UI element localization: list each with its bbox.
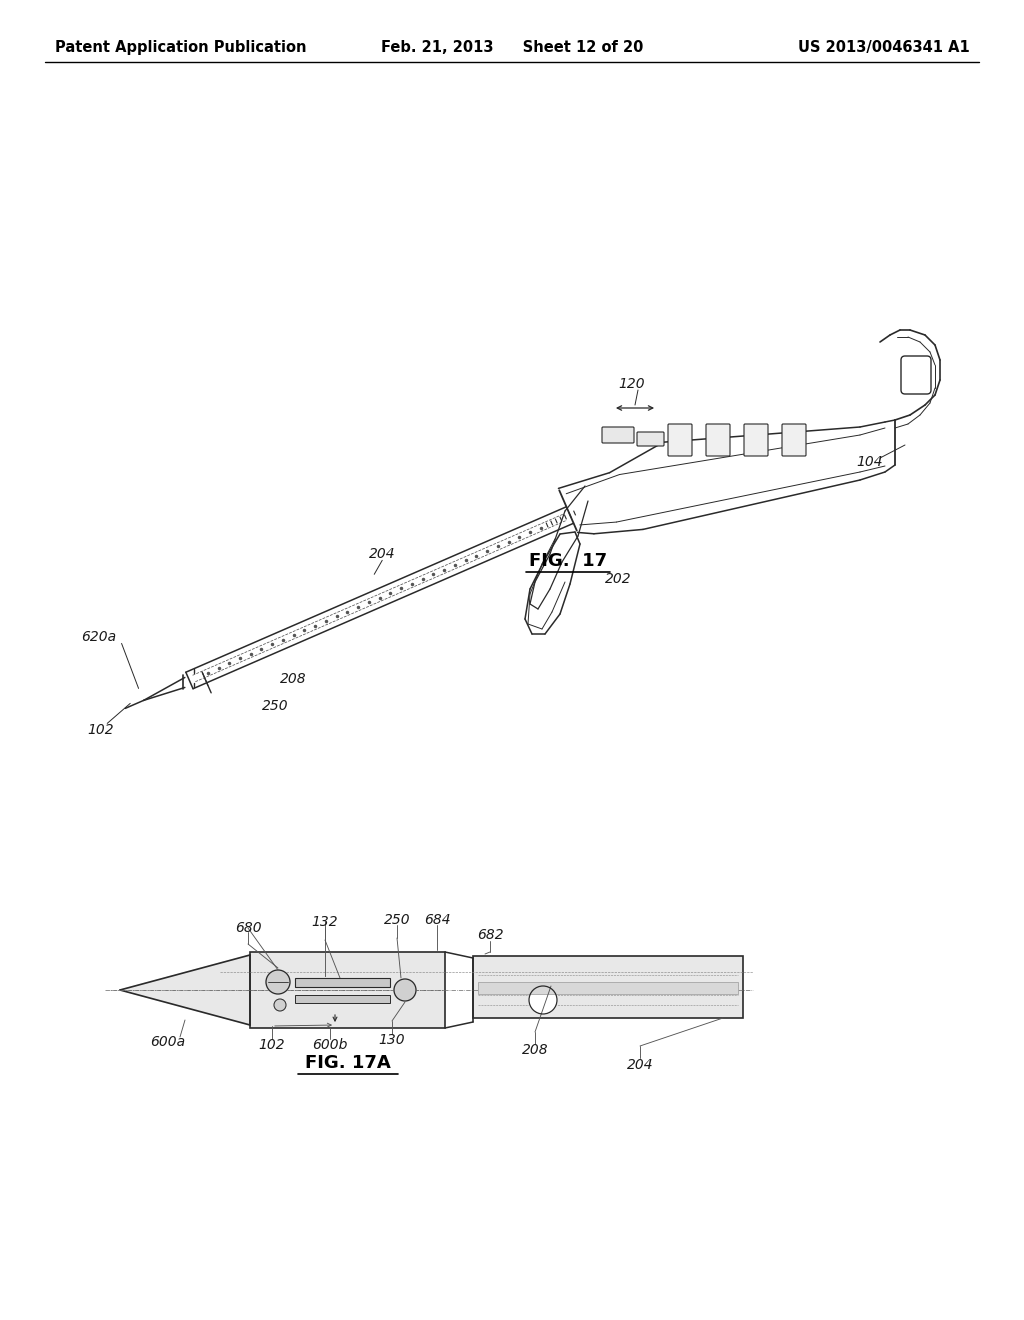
Text: 250: 250: [262, 700, 289, 713]
Text: FIG. 17A: FIG. 17A: [305, 1053, 391, 1072]
Text: 600a: 600a: [151, 1035, 185, 1049]
FancyBboxPatch shape: [637, 432, 664, 446]
FancyBboxPatch shape: [295, 995, 390, 1003]
Circle shape: [274, 999, 286, 1011]
Text: 208: 208: [280, 672, 306, 686]
Text: US 2013/0046341 A1: US 2013/0046341 A1: [799, 40, 970, 55]
Text: 104: 104: [857, 455, 884, 469]
FancyBboxPatch shape: [901, 356, 931, 393]
FancyBboxPatch shape: [478, 982, 738, 994]
Text: 208: 208: [521, 1043, 548, 1057]
Text: 102: 102: [259, 1038, 286, 1052]
Text: 120: 120: [618, 378, 645, 391]
Text: 600b: 600b: [312, 1038, 348, 1052]
Text: 130: 130: [379, 1034, 406, 1047]
FancyBboxPatch shape: [295, 978, 390, 987]
Text: 204: 204: [627, 1059, 653, 1072]
Text: 202: 202: [605, 572, 632, 586]
Text: 682: 682: [477, 928, 504, 942]
Text: Patent Application Publication: Patent Application Publication: [55, 40, 306, 55]
FancyBboxPatch shape: [744, 424, 768, 455]
Text: 684: 684: [424, 913, 451, 927]
Circle shape: [266, 970, 290, 994]
Text: 204: 204: [369, 548, 395, 561]
Text: 102: 102: [87, 723, 114, 738]
Text: 680: 680: [234, 921, 261, 935]
Text: 132: 132: [311, 915, 338, 929]
Text: FIG.  17: FIG. 17: [529, 552, 607, 570]
FancyBboxPatch shape: [602, 426, 634, 444]
Polygon shape: [120, 954, 250, 1026]
Text: Feb. 21, 2013  Sheet 12 of 20: Feb. 21, 2013 Sheet 12 of 20: [381, 40, 643, 55]
Text: 620a: 620a: [81, 631, 116, 644]
FancyBboxPatch shape: [782, 424, 806, 455]
FancyBboxPatch shape: [668, 424, 692, 455]
Circle shape: [529, 986, 557, 1014]
FancyBboxPatch shape: [706, 424, 730, 455]
Circle shape: [394, 979, 416, 1001]
FancyBboxPatch shape: [250, 952, 445, 1028]
Text: 250: 250: [384, 913, 411, 927]
FancyBboxPatch shape: [473, 956, 743, 1018]
